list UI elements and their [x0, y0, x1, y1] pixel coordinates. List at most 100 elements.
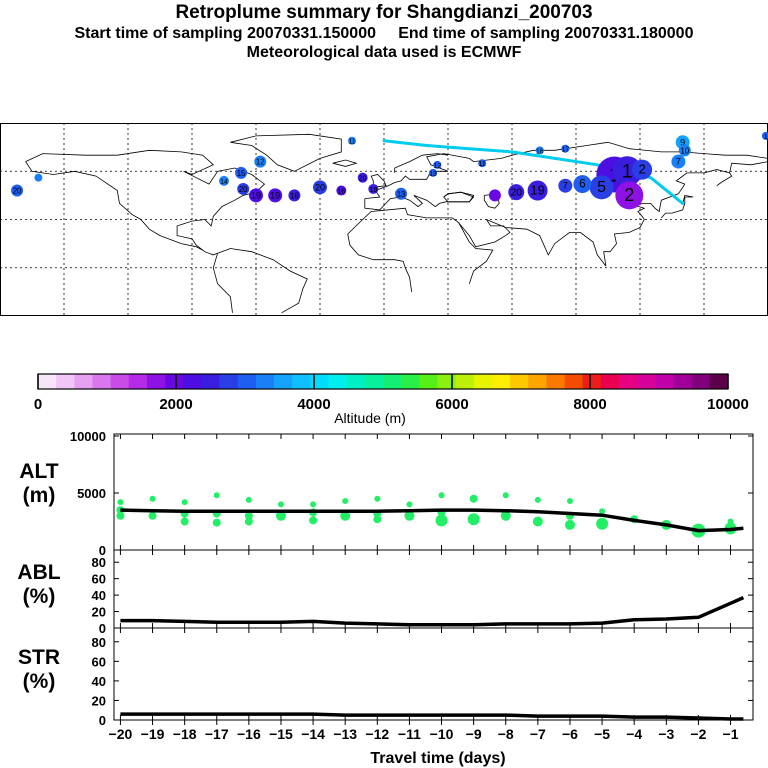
coast-africa	[347, 233, 413, 292]
colorbar-cell	[183, 374, 202, 389]
marker-circle	[235, 166, 248, 179]
panel-y-label: ABL(%)	[17, 561, 60, 608]
scatter-point	[502, 492, 509, 499]
colorbar-cell	[673, 374, 692, 389]
marker-label: 17	[561, 147, 569, 154]
map-marker: 6	[573, 175, 592, 194]
y-tick-label: 20	[92, 605, 106, 620]
x-tick-label: −20	[109, 726, 133, 742]
y-label-line: ALT	[19, 460, 58, 483]
scatter-point	[309, 516, 318, 525]
marker-label: 13	[429, 171, 437, 178]
coast-south-america-west	[212, 253, 233, 313]
colorbar-cell	[237, 374, 257, 389]
scatter-point	[149, 495, 156, 502]
marker-circle	[433, 160, 442, 169]
coast-iceland	[332, 159, 358, 167]
marker-circle	[11, 184, 24, 197]
y-tick-label: 0	[99, 713, 106, 728]
map-marker: 12	[433, 160, 442, 170]
coast-britain	[370, 174, 387, 188]
scatter-point	[469, 494, 478, 503]
marker-circle	[671, 154, 686, 169]
map-marker: 20	[508, 184, 525, 201]
coast-south-asia	[486, 161, 768, 267]
colorbar-cell	[510, 374, 529, 389]
map-marker: 2	[632, 159, 653, 180]
coast-black-sea	[443, 191, 475, 203]
marker-circle	[348, 136, 356, 145]
panel-y-label: STR(%)	[18, 646, 60, 693]
marker-circle	[368, 183, 379, 194]
colorbar-cell	[146, 374, 166, 389]
marker-circle	[558, 178, 573, 193]
marker-circle	[632, 159, 653, 180]
marker-label: 7	[563, 181, 568, 191]
marker-label: 19	[530, 183, 544, 198]
marker-circle	[508, 184, 525, 201]
map-marker: 7	[558, 178, 573, 193]
y-tick-label: 20	[92, 693, 106, 708]
colorbar-cell	[310, 374, 329, 389]
colorbar-cell	[455, 374, 475, 389]
y-label-line: (m)	[23, 484, 56, 507]
marker-circle	[313, 180, 327, 195]
marker-circle	[488, 189, 501, 202]
coast-north-america-west	[25, 161, 203, 251]
map-marker	[34, 173, 43, 182]
coast-africa-north	[347, 207, 494, 284]
colorbar-cell	[255, 374, 275, 389]
scatter-point	[374, 495, 381, 502]
marker-circle	[219, 175, 229, 186]
colorbar-cell	[600, 374, 620, 389]
x-tick-label: −7	[530, 726, 546, 742]
x-tick-label: −5	[594, 726, 610, 742]
map-marker: 14	[219, 175, 229, 186]
marker-label: 20	[13, 187, 22, 196]
scatter-point	[438, 492, 445, 499]
map-marker: 11	[478, 159, 487, 168]
colorbar-cell	[274, 374, 293, 389]
scatter-point	[275, 510, 286, 521]
marker-label: 11	[348, 139, 355, 146]
scatter-point	[467, 513, 480, 526]
y-tick-label: 0	[99, 543, 106, 558]
x-tick-label: −12	[365, 726, 389, 742]
x-tick-label: −8	[498, 726, 514, 742]
title-block: Retroplume summary for Shangdianzi_20070…	[0, 2, 768, 62]
marker-circle	[268, 188, 283, 203]
panel-frame	[113, 433, 754, 551]
x-tick-label: −17	[205, 726, 229, 742]
y-tick-label: 80	[92, 635, 106, 650]
map-marker	[488, 189, 501, 202]
marker-label: 19	[251, 190, 261, 200]
altitude-panel: 0 5000 10000 ALT(m)	[19, 429, 754, 558]
colorbar-cell	[56, 374, 75, 389]
scatter-point	[599, 508, 606, 515]
marker-circle	[336, 185, 347, 196]
y-tick-label: 5000	[77, 486, 106, 501]
colorbar-cell	[383, 374, 402, 389]
scatter-point	[244, 511, 253, 520]
colorbar-tick-label: 0	[34, 396, 42, 413]
marker-circle	[561, 144, 570, 153]
colorbar-cell	[165, 374, 184, 389]
marker-label: 7	[676, 157, 681, 167]
series-line	[120, 508, 744, 533]
colorbar-cell	[564, 374, 584, 389]
str-panel: 0 20 40 60 80 STR(%)	[18, 627, 754, 728]
marker-label: 16	[536, 148, 544, 155]
series-line	[120, 712, 744, 721]
marker-circle	[254, 155, 267, 168]
colorbar-cell	[655, 374, 674, 389]
x-tick-label: −3	[658, 726, 674, 742]
map-marker: 10	[678, 144, 691, 157]
chart-title: Retroplume summary for Shangdianzi_20070…	[175, 2, 593, 23]
colorbar-tick-label: 4000	[297, 396, 330, 413]
marker-label: 11	[478, 161, 485, 168]
coast-scandinavia	[394, 153, 449, 173]
x-tick-label: −11	[398, 726, 421, 742]
scatter-point	[500, 510, 511, 521]
coastlines	[25, 133, 768, 314]
